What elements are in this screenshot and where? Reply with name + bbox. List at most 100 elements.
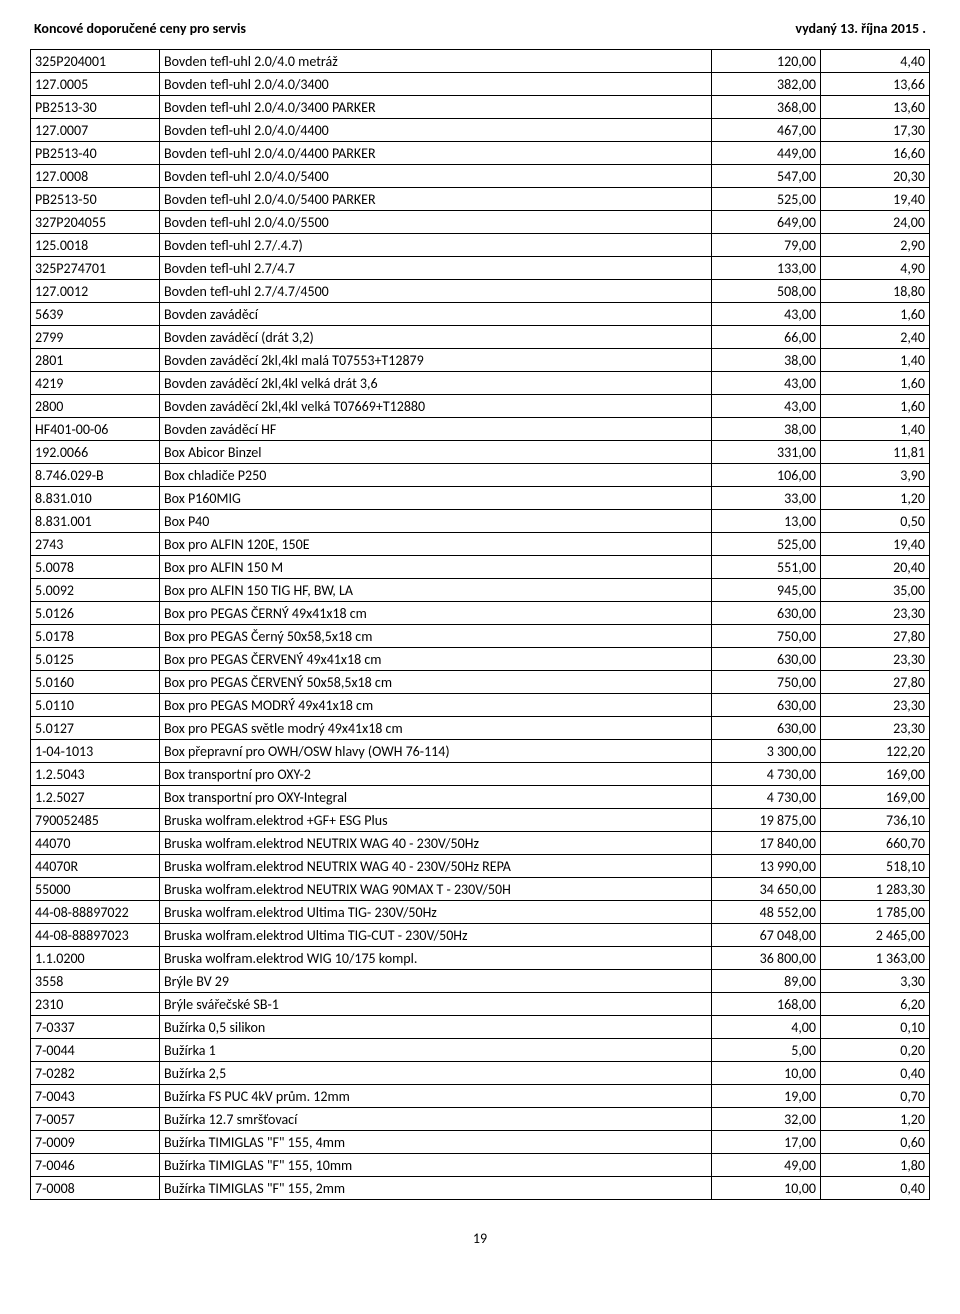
cell: 13 990,00 bbox=[712, 855, 821, 878]
cell: 36 800,00 bbox=[712, 947, 821, 970]
cell: 27,80 bbox=[821, 671, 930, 694]
cell: 5.0092 bbox=[31, 579, 160, 602]
table-row: 325P274701Bovden tefl-uhl 2.7/4.7133,004… bbox=[31, 257, 930, 280]
cell: 382,00 bbox=[712, 73, 821, 96]
cell: 2 465,00 bbox=[821, 924, 930, 947]
cell: Bužírka 0,5 silikon bbox=[160, 1016, 712, 1039]
cell: 44-08-88897022 bbox=[31, 901, 160, 924]
cell: 1,20 bbox=[821, 487, 930, 510]
cell: 5.0127 bbox=[31, 717, 160, 740]
cell: Box transportní pro OXY-Integral bbox=[160, 786, 712, 809]
cell: Box pro ALFIN 120E, 150E bbox=[160, 533, 712, 556]
table-row: 327P204055Bovden tefl-uhl 2.0/4.0/550064… bbox=[31, 211, 930, 234]
cell: 790052485 bbox=[31, 809, 160, 832]
table-row: 1.2.5027Box transportní pro OXY-Integral… bbox=[31, 786, 930, 809]
cell: 8.831.010 bbox=[31, 487, 160, 510]
cell: 0,20 bbox=[821, 1039, 930, 1062]
cell: Box přepravní pro OWH/OSW hlavy (OWH 76-… bbox=[160, 740, 712, 763]
header-right: vydaný 13. října 2015 . bbox=[795, 20, 926, 37]
cell: 48 552,00 bbox=[712, 901, 821, 924]
cell: Box pro PEGAS ČERVENÝ 50x58,5x18 cm bbox=[160, 671, 712, 694]
table-row: 7-0282Bužírka 2,510,000,40 bbox=[31, 1062, 930, 1085]
table-row: 1.2.5043Box transportní pro OXY-24 730,0… bbox=[31, 763, 930, 786]
table-row: 4219Bovden zaváděcí 2kl,4kl velká drát 3… bbox=[31, 372, 930, 395]
cell: 66,00 bbox=[712, 326, 821, 349]
cell: 0,60 bbox=[821, 1131, 930, 1154]
table-row: 44070RBruska wolfram.elektrod NEUTRIX WA… bbox=[31, 855, 930, 878]
cell: 750,00 bbox=[712, 625, 821, 648]
cell: 3,90 bbox=[821, 464, 930, 487]
table-row: 5.0178Box pro PEGAS Černý 50x58,5x18 cm7… bbox=[31, 625, 930, 648]
cell: 5.0110 bbox=[31, 694, 160, 717]
table-row: 5.0126Box pro PEGAS ČERNÝ 49x41x18 cm630… bbox=[31, 602, 930, 625]
cell: 7-0008 bbox=[31, 1177, 160, 1200]
cell: 331,00 bbox=[712, 441, 821, 464]
table-row: 7-0043Bužírka FS PUC 4kV prům. 12mm19,00… bbox=[31, 1085, 930, 1108]
cell: 630,00 bbox=[712, 602, 821, 625]
cell: Box pro ALFIN 150 M bbox=[160, 556, 712, 579]
cell: 1,40 bbox=[821, 418, 930, 441]
cell: 10,00 bbox=[712, 1177, 821, 1200]
table-row: 5.0078Box pro ALFIN 150 M551,0020,40 bbox=[31, 556, 930, 579]
cell: 327P204055 bbox=[31, 211, 160, 234]
cell: Bovden tefl-uhl 2.0/4.0/3400 PARKER bbox=[160, 96, 712, 119]
cell: 630,00 bbox=[712, 694, 821, 717]
cell: 4,00 bbox=[712, 1016, 821, 1039]
cell: 32,00 bbox=[712, 1108, 821, 1131]
cell: 10,00 bbox=[712, 1062, 821, 1085]
cell: 44-08-88897023 bbox=[31, 924, 160, 947]
cell: 4 730,00 bbox=[712, 786, 821, 809]
cell: 24,00 bbox=[821, 211, 930, 234]
cell: Bovden zaváděcí 2kl,4kl malá T07553+T128… bbox=[160, 349, 712, 372]
cell: 2800 bbox=[31, 395, 160, 418]
cell: 3558 bbox=[31, 970, 160, 993]
table-row: 790052485Bruska wolfram.elektrod +GF+ ES… bbox=[31, 809, 930, 832]
cell: Bužírka 2,5 bbox=[160, 1062, 712, 1085]
cell: Box pro PEGAS světle modrý 49x41x18 cm bbox=[160, 717, 712, 740]
table-row: 5.0092Box pro ALFIN 150 TIG HF, BW, LA94… bbox=[31, 579, 930, 602]
cell: 38,00 bbox=[712, 418, 821, 441]
cell: 8.746.029-B bbox=[31, 464, 160, 487]
cell: 20,40 bbox=[821, 556, 930, 579]
cell: Bovden tefl-uhl 2.0/4.0/4400 PARKER bbox=[160, 142, 712, 165]
cell: 1.1.0200 bbox=[31, 947, 160, 970]
table-row: 7-0046Bužírka TIMIGLAS "F" 155, 10mm49,0… bbox=[31, 1154, 930, 1177]
cell: 1,40 bbox=[821, 349, 930, 372]
cell: 23,30 bbox=[821, 648, 930, 671]
cell: 7-0057 bbox=[31, 1108, 160, 1131]
cell: 0,50 bbox=[821, 510, 930, 533]
cell: Box pro PEGAS Černý 50x58,5x18 cm bbox=[160, 625, 712, 648]
cell: 1,60 bbox=[821, 303, 930, 326]
price-table: 325P204001Bovden tefl-uhl 2.0/4.0 metráž… bbox=[30, 49, 930, 1200]
cell: 525,00 bbox=[712, 533, 821, 556]
cell: Box P160MIG bbox=[160, 487, 712, 510]
cell: 13,66 bbox=[821, 73, 930, 96]
cell: 750,00 bbox=[712, 671, 821, 694]
cell: Bruska wolfram.elektrod Ultima TIG- 230V… bbox=[160, 901, 712, 924]
cell: 1,60 bbox=[821, 372, 930, 395]
cell: 1.2.5027 bbox=[31, 786, 160, 809]
cell: 13,60 bbox=[821, 96, 930, 119]
cell: 0,40 bbox=[821, 1062, 930, 1085]
cell: 5.0126 bbox=[31, 602, 160, 625]
page-number: 19 bbox=[30, 1230, 930, 1247]
cell: 1 363,00 bbox=[821, 947, 930, 970]
cell: 127.0012 bbox=[31, 280, 160, 303]
cell: 19,00 bbox=[712, 1085, 821, 1108]
table-row: 8.831.001Box P4013,000,50 bbox=[31, 510, 930, 533]
cell: 5639 bbox=[31, 303, 160, 326]
cell: 945,00 bbox=[712, 579, 821, 602]
cell: 1 283,30 bbox=[821, 878, 930, 901]
cell: 44070R bbox=[31, 855, 160, 878]
cell: 17,00 bbox=[712, 1131, 821, 1154]
cell: Bužírka TIMIGLAS "F" 155, 2mm bbox=[160, 1177, 712, 1200]
cell: 6,20 bbox=[821, 993, 930, 1016]
page-header: Koncové doporučené ceny pro servis vydan… bbox=[30, 20, 930, 37]
table-row: 127.0007Bovden tefl-uhl 2.0/4.0/4400467,… bbox=[31, 119, 930, 142]
cell: 11,81 bbox=[821, 441, 930, 464]
cell: Bovden tefl-uhl 2.0/4.0/4400 bbox=[160, 119, 712, 142]
cell: 2743 bbox=[31, 533, 160, 556]
cell: Brýle svářečské SB-1 bbox=[160, 993, 712, 1016]
cell: Box pro ALFIN 150 TIG HF, BW, LA bbox=[160, 579, 712, 602]
cell: 508,00 bbox=[712, 280, 821, 303]
